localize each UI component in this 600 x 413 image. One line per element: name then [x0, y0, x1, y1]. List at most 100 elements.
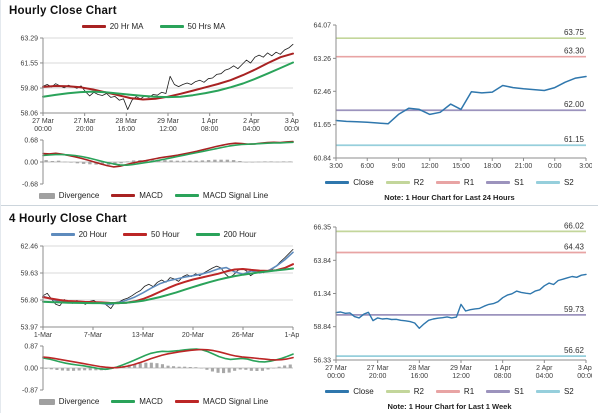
- legend-swatch: [385, 390, 410, 393]
- legend-label: 50 Hour: [151, 230, 180, 239]
- legend-label: S2: [563, 178, 574, 187]
- legend-label: Close: [353, 178, 374, 187]
- svg-text:08:00: 08:00: [201, 126, 219, 133]
- legend-swatch: [81, 25, 106, 28]
- svg-text:1-Apr: 1-Apr: [284, 332, 299, 339]
- legend-swatch: [50, 233, 75, 236]
- legend-item: R2: [385, 178, 424, 187]
- four-hourly-price-chart: 62.46 59.63 56.80 53.971-Mar 7-Mar 13-Mar 20-M…: [20, 244, 299, 340]
- legend-item: 20 Hour: [50, 230, 108, 239]
- legend-swatch: [535, 390, 560, 393]
- legend-label: MACD: [139, 397, 163, 406]
- svg-text:66.02: 66.02: [564, 222, 585, 230]
- legend-item: MACD: [111, 191, 163, 200]
- svg-text:0.87: 0.87: [24, 344, 38, 351]
- svg-text:63.29: 63.29: [20, 36, 38, 43]
- legend-item: MACD Signal Line: [174, 191, 269, 200]
- svg-text:0.68: 0.68: [24, 138, 38, 145]
- svg-text:28 Mar: 28 Mar: [115, 118, 137, 125]
- legend-item: R2: [385, 387, 424, 396]
- svg-text:27 Mar: 27 Mar: [32, 118, 54, 125]
- svg-text:1 Apr: 1 Apr: [494, 365, 511, 372]
- svg-text:12:00: 12:00: [159, 126, 177, 133]
- four-hourly-macd-legend: Divergence MACD MACD Signal Line: [7, 395, 300, 408]
- legend-swatch: [174, 400, 199, 403]
- svg-text:29 Mar: 29 Mar: [450, 365, 472, 372]
- legend-label: R1: [463, 178, 475, 187]
- svg-text:00:00: 00:00: [577, 373, 592, 380]
- svg-text:2 Apr: 2 Apr: [243, 118, 260, 125]
- legend-item: 50 Hour: [123, 230, 180, 239]
- legend-label: R2: [413, 178, 424, 187]
- svg-text:7-Mar: 7-Mar: [84, 332, 103, 339]
- svg-text:26-Mar: 26-Mar: [232, 332, 255, 339]
- svg-text:13-Mar: 13-Mar: [132, 332, 155, 339]
- legend-item: Divergence: [38, 397, 100, 406]
- svg-text:20:00: 20:00: [369, 373, 387, 380]
- svg-text:04:00: 04:00: [536, 373, 554, 380]
- svg-text:3:00: 3:00: [579, 163, 592, 170]
- legend-item: Close: [325, 387, 374, 396]
- weekly-pivot-note: Note: 1 Hour Chart for Last 1 Week: [387, 402, 512, 411]
- svg-text:53.97: 53.97: [20, 325, 38, 332]
- legend-swatch: [385, 181, 410, 184]
- svg-text:1-Mar: 1-Mar: [34, 332, 53, 339]
- svg-text:16:00: 16:00: [411, 373, 429, 380]
- legend-item: S2: [535, 178, 574, 187]
- svg-text:27 Mar: 27 Mar: [325, 365, 347, 372]
- legend-label: 200 Hour: [223, 230, 257, 239]
- hourly-price-legend: 20 Hr MA 50 Hrs MA: [7, 20, 300, 33]
- svg-text:63.26: 63.26: [313, 56, 331, 63]
- svg-text:3 Apr: 3 Apr: [578, 365, 592, 372]
- svg-text:61.65: 61.65: [313, 122, 331, 129]
- legend-item: Close: [325, 178, 374, 187]
- legend-swatch: [435, 390, 460, 393]
- svg-text:63.84: 63.84: [313, 258, 331, 265]
- svg-text:63.75: 63.75: [564, 28, 585, 37]
- section-divider: [1, 205, 598, 206]
- svg-text:27 Mar: 27 Mar: [74, 118, 96, 125]
- svg-text:1 Apr: 1 Apr: [201, 118, 218, 125]
- legend-swatch: [38, 398, 55, 405]
- four-hourly-macd-chart: 0.87 0.00 -0.87: [22, 344, 294, 395]
- svg-text:60.84: 60.84: [313, 156, 331, 163]
- hourly-pivot-legend: Close R2 R1 S1 S2: [300, 176, 599, 189]
- legend-label: Divergence: [58, 397, 100, 406]
- svg-text:61.34: 61.34: [313, 291, 331, 298]
- svg-text:64.43: 64.43: [564, 242, 585, 251]
- svg-text:21:00: 21:00: [515, 163, 533, 170]
- legend-label: 20 Hr MA: [109, 22, 144, 31]
- legend-label: Divergence: [58, 191, 100, 200]
- legend-label: S1: [514, 387, 524, 396]
- svg-text:66.35: 66.35: [313, 225, 331, 232]
- hourly-pivot-panel: 64.07 63.26 62.46 61.65 60.84 63.75 63.30 62.00…: [300, 0, 599, 203]
- legend-label: Close: [353, 387, 374, 396]
- svg-text:28 Mar: 28 Mar: [408, 365, 430, 372]
- svg-text:3 Apr: 3 Apr: [285, 118, 299, 125]
- legend-label: MACD: [139, 191, 163, 200]
- hourly-macd-chart: 0.68 0.00 -0.68: [22, 138, 294, 189]
- svg-text:0.00: 0.00: [24, 366, 38, 373]
- legend-item: MACD Signal Line: [174, 397, 268, 406]
- svg-text:16:00: 16:00: [118, 126, 136, 133]
- legend-label: 50 Hrs MA: [187, 22, 226, 31]
- bottom-row: 4 Hourly Close Chart 20 Hour 50 Hour 200 H…: [1, 208, 600, 411]
- svg-text:58.06: 58.06: [20, 111, 38, 118]
- legend-item: R1: [435, 387, 474, 396]
- svg-text:58.84: 58.84: [313, 324, 331, 331]
- svg-text:00:00: 00:00: [34, 126, 52, 133]
- svg-text:61.15: 61.15: [564, 135, 585, 144]
- legend-swatch: [123, 233, 148, 236]
- hourly-close-panel: Hourly Close Chart 20 Hr MA 50 Hrs MA 63.…: [1, 0, 300, 202]
- legend-item: S1: [486, 387, 524, 396]
- legend-swatch: [111, 400, 136, 403]
- legend-label: MACD Signal Line: [202, 191, 269, 200]
- svg-text:56.62: 56.62: [564, 346, 585, 355]
- svg-text:29 Mar: 29 Mar: [157, 118, 179, 125]
- legend-label: 20 Hour: [78, 230, 108, 239]
- svg-text:62.46: 62.46: [20, 244, 38, 251]
- legend-swatch: [435, 181, 460, 184]
- four-hourly-price-legend: 20 Hour 50 Hour 200 Hour: [7, 228, 300, 241]
